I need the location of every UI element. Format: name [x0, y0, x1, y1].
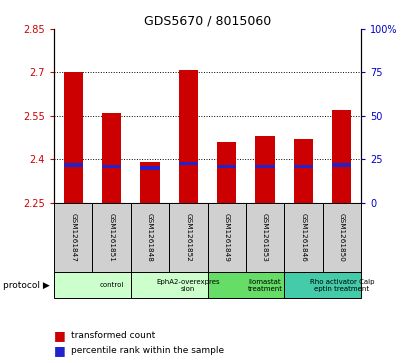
Bar: [54, 203, 92, 272]
Bar: [284, 203, 323, 272]
Bar: [140, 166, 159, 170]
Bar: [208, 203, 246, 272]
Text: GSM1261849: GSM1261849: [224, 213, 229, 262]
Bar: [93, 203, 131, 272]
Bar: [208, 272, 284, 298]
Bar: [179, 70, 198, 203]
Text: Rho activator Calp
eptin treatment: Rho activator Calp eptin treatment: [310, 279, 374, 292]
Text: protocol ▶: protocol ▶: [3, 281, 50, 290]
Bar: [246, 203, 284, 272]
Text: GSM1261847: GSM1261847: [70, 213, 76, 262]
Bar: [140, 162, 159, 203]
Text: control: control: [99, 282, 124, 288]
Text: GSM1261848: GSM1261848: [147, 213, 153, 262]
Bar: [63, 163, 83, 167]
Bar: [63, 73, 83, 203]
Bar: [323, 203, 361, 272]
Bar: [332, 163, 352, 167]
Text: ■: ■: [54, 329, 66, 342]
Text: transformed count: transformed count: [71, 331, 155, 340]
Bar: [294, 139, 313, 203]
Text: Ilomastat
treatment: Ilomastat treatment: [248, 279, 283, 292]
Bar: [284, 272, 361, 298]
Text: GSM1261851: GSM1261851: [109, 213, 115, 262]
Bar: [102, 165, 121, 168]
Title: GDS5670 / 8015060: GDS5670 / 8015060: [144, 15, 271, 28]
Bar: [217, 165, 236, 168]
Bar: [131, 272, 208, 298]
Bar: [217, 142, 236, 203]
Bar: [256, 136, 275, 203]
Bar: [169, 203, 208, 272]
Text: GSM1261852: GSM1261852: [186, 213, 191, 262]
Bar: [256, 165, 275, 168]
Text: GSM1261846: GSM1261846: [300, 213, 306, 262]
Bar: [131, 203, 169, 272]
Bar: [102, 113, 121, 203]
Bar: [179, 162, 198, 166]
Text: GSM1261853: GSM1261853: [262, 213, 268, 262]
Bar: [54, 272, 131, 298]
Bar: [332, 110, 352, 203]
Text: GSM1261850: GSM1261850: [339, 213, 345, 262]
Text: EphA2-overexpres
sion: EphA2-overexpres sion: [156, 279, 220, 292]
Bar: [294, 165, 313, 168]
Text: percentile rank within the sample: percentile rank within the sample: [71, 346, 224, 355]
Text: ■: ■: [54, 344, 66, 357]
